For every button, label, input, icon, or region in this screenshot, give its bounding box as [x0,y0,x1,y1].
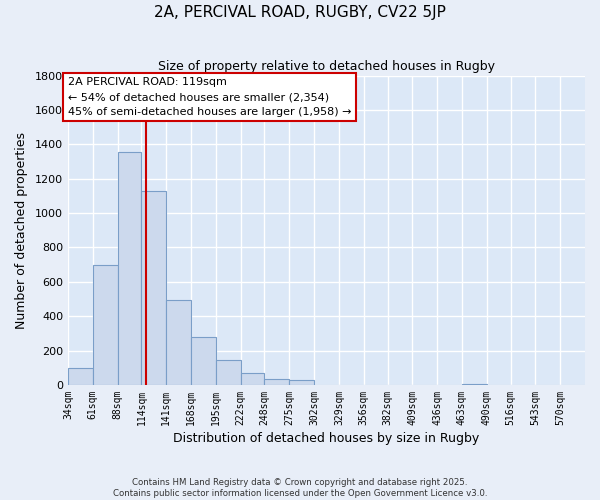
X-axis label: Distribution of detached houses by size in Rugby: Distribution of detached houses by size … [173,432,479,445]
Bar [462,384,487,385]
Y-axis label: Number of detached properties: Number of detached properties [15,132,28,329]
Text: Contains HM Land Registry data © Crown copyright and database right 2025.
Contai: Contains HM Land Registry data © Crown c… [113,478,487,498]
Bar [93,264,118,385]
Bar [265,380,289,385]
Bar [241,374,265,385]
Bar [191,337,216,385]
Title: Size of property relative to detached houses in Rugby: Size of property relative to detached ho… [158,60,495,73]
Text: 2A, PERCIVAL ROAD, RUGBY, CV22 5JP: 2A, PERCIVAL ROAD, RUGBY, CV22 5JP [154,5,446,20]
Bar [289,380,314,385]
Bar [216,360,241,385]
Bar [118,152,142,385]
Bar [166,300,191,385]
Bar [68,368,93,385]
Text: 2A PERCIVAL ROAD: 119sqm
← 54% of detached houses are smaller (2,354)
45% of sem: 2A PERCIVAL ROAD: 119sqm ← 54% of detach… [68,78,352,117]
Bar [142,190,166,385]
